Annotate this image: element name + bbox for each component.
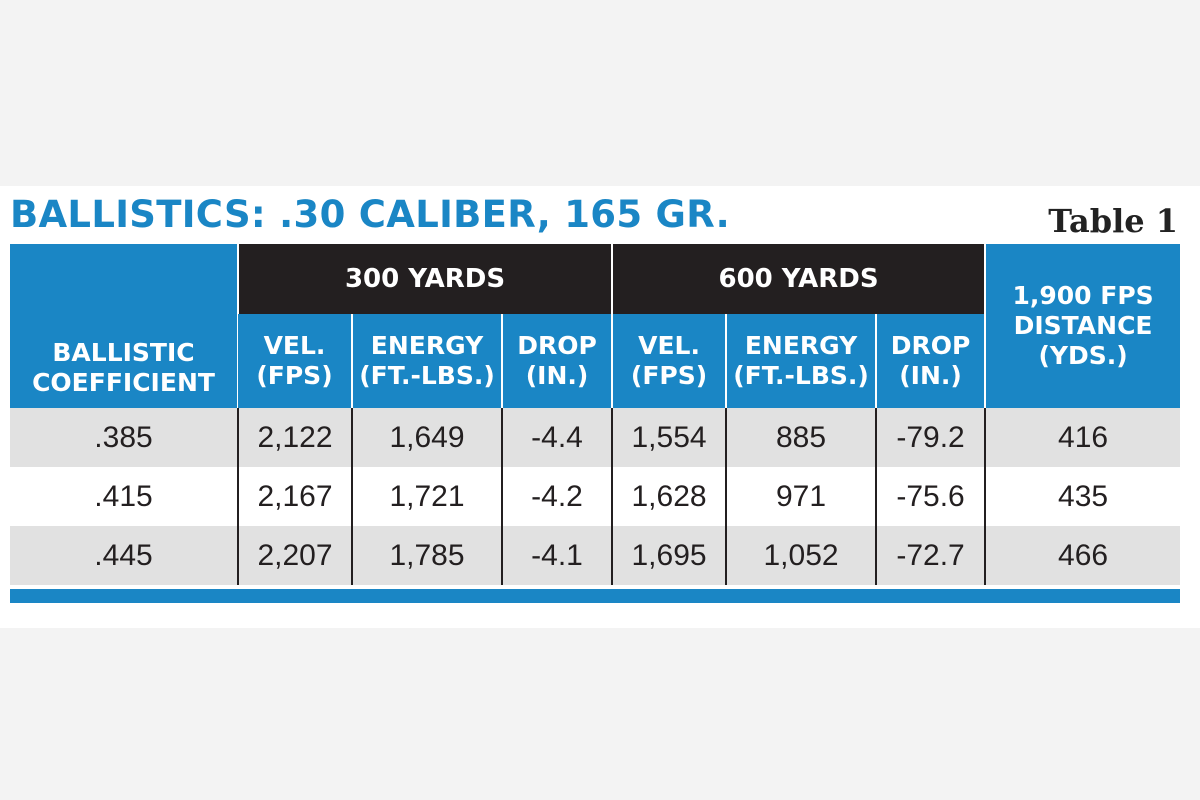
- cell-distance: 416: [984, 408, 1181, 467]
- header-energy-300: ENERGY (FT.-LBS.): [351, 314, 502, 408]
- cell-energy-600: 885: [725, 408, 877, 467]
- cell-energy-300: 1,721: [351, 467, 502, 526]
- cell-bc: .385: [10, 408, 238, 467]
- cell-energy-300: 1,785: [351, 526, 502, 585]
- header-vel-300: VEL. (FPS): [238, 314, 352, 408]
- header-300-yards: 300 YARDS: [236, 244, 614, 314]
- cell-vel-600: 1,628: [611, 467, 727, 526]
- header-drop-300: DROP (IN.): [500, 314, 613, 408]
- cell-energy-600: 971: [725, 467, 877, 526]
- cell-energy-600: 1,052: [725, 526, 877, 585]
- header-drop-600: DROP (IN.): [875, 314, 986, 408]
- cell-drop-300: -4.1: [500, 526, 613, 585]
- header-ballistic-coefficient: BALLISTIC COEFFICIENT: [10, 244, 238, 408]
- header-600-yards: 600 YARDS: [611, 244, 987, 314]
- bottom-accent-bar: [10, 589, 1180, 603]
- cell-drop-300: -4.4: [500, 408, 613, 467]
- cell-bc: .415: [10, 467, 238, 526]
- cell-bc: .445: [10, 526, 238, 585]
- cell-energy-300: 1,649: [351, 408, 502, 467]
- cell-drop-300: -4.2: [500, 467, 613, 526]
- cell-drop-600: -79.2: [875, 408, 986, 467]
- cell-vel-600: 1,695: [611, 526, 727, 585]
- header-vel-600: VEL. (FPS): [611, 314, 727, 408]
- cell-vel-300: 2,122: [237, 408, 352, 467]
- table-number-label: Table 1: [1048, 202, 1178, 240]
- table-row: .415 2,167 1,721 -4.2 1,628 971 -75.6 43…: [10, 467, 1181, 526]
- header-energy-600: ENERGY (FT.-LBS.): [725, 314, 877, 408]
- cell-drop-600: -75.6: [875, 467, 986, 526]
- cell-drop-600: -72.7: [875, 526, 986, 585]
- cell-vel-600: 1,554: [611, 408, 727, 467]
- cell-vel-300: 2,207: [237, 526, 352, 585]
- table-row: .385 2,122 1,649 -4.4 1,554 885 -79.2 41…: [10, 408, 1181, 467]
- cell-distance: 435: [984, 467, 1181, 526]
- table-title: BALLISTICS: .30 CALIBER, 165 GR.: [10, 193, 731, 236]
- table-row: .445 2,207 1,785 -4.1 1,695 1,052 -72.7 …: [10, 526, 1181, 585]
- ballistics-table: BALLISTIC COEFFICIENT 300 YARDS 600 YARD…: [10, 244, 1181, 585]
- cell-distance: 466: [984, 526, 1181, 585]
- header-1900-fps-distance: 1,900 FPS DISTANCE (YDS.): [984, 244, 1181, 408]
- cell-vel-300: 2,167: [237, 467, 352, 526]
